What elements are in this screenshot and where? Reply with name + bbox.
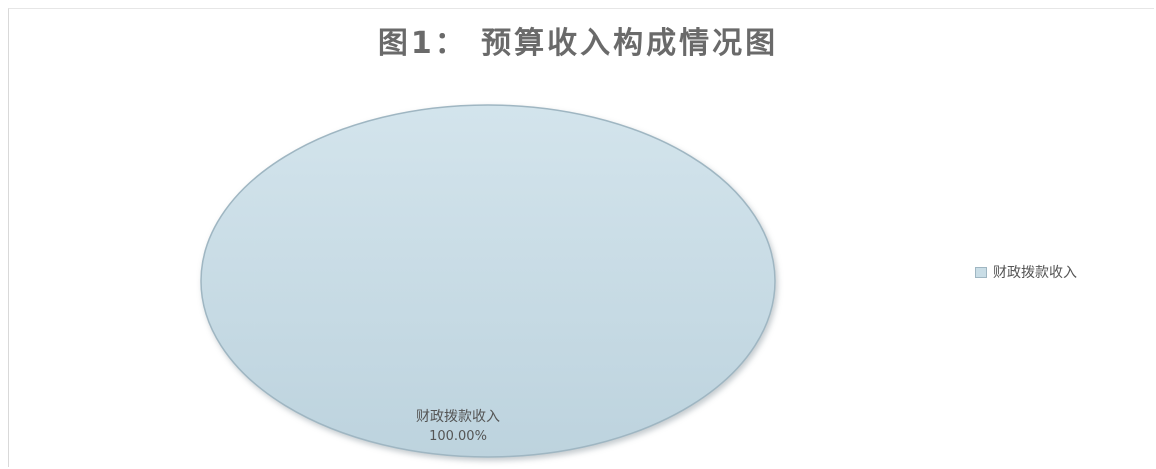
legend-label: 财政拨款收入	[993, 265, 1077, 281]
pie-slices	[200, 104, 776, 458]
legend: 财政拨款收入	[975, 262, 1077, 282]
chart-frame	[8, 8, 1154, 467]
legend-swatch	[975, 266, 987, 278]
pie-slice-1	[200, 104, 776, 458]
slice-label-percent: 100.00%	[429, 429, 487, 444]
slice-label-name: 财政拨款收入	[416, 409, 500, 425]
chart-title: 图1： 预算收入构成情况图	[377, 26, 779, 61]
